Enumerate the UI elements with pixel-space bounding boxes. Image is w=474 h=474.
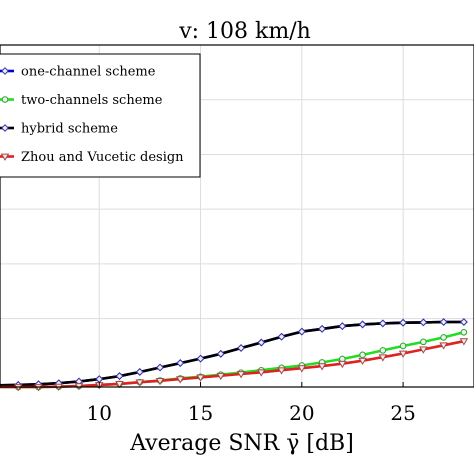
data-point [278,334,284,340]
data-point [420,319,426,325]
data-point [441,335,447,341]
data-point [339,323,345,329]
data-point [2,97,8,103]
legend-label: hybrid scheme [21,122,118,137]
legend-label: two-channels scheme [21,93,163,108]
x-tick-label: 15 [188,401,213,425]
x-axis-ticks: 10 15 20 25 [87,382,416,425]
data-point [461,319,467,325]
legend-label: Zhou and Vucetic design [21,150,184,165]
data-point [96,376,102,382]
data-point [461,329,467,335]
x-axis-label: Average SNR γ̄ [dB] [129,431,354,456]
data-point [440,319,446,325]
legend-item: one-channel scheme [0,65,156,80]
data-point [137,369,143,375]
x-tick-label: 25 [390,401,415,425]
legend-item: Zhou and Vucetic design [0,150,184,165]
data-point [359,321,365,327]
data-point [380,320,386,326]
series-two-channels-scheme [0,329,467,389]
series-line [0,332,464,387]
data-point [421,339,427,345]
x-tick-label: 20 [289,401,314,425]
data-point [400,320,406,326]
data-point [157,364,163,370]
data-point [360,352,366,358]
chart-title: v: 108 km/h [178,19,311,44]
legend-item: two-channels scheme [0,93,163,108]
data-point [197,355,203,361]
data-point [319,326,325,332]
data-point [400,343,406,349]
series-layer [0,319,467,391]
legend-label: one-channel scheme [21,65,156,80]
legend: one-channel scheme two-channels scheme hyb… [0,54,200,177]
data-point [258,339,264,345]
data-point [299,328,305,334]
data-point [380,348,386,354]
data-point [238,345,244,351]
data-point [116,373,122,379]
data-point [177,360,183,366]
x-tick-label: 10 [87,401,112,425]
data-point [218,351,224,357]
